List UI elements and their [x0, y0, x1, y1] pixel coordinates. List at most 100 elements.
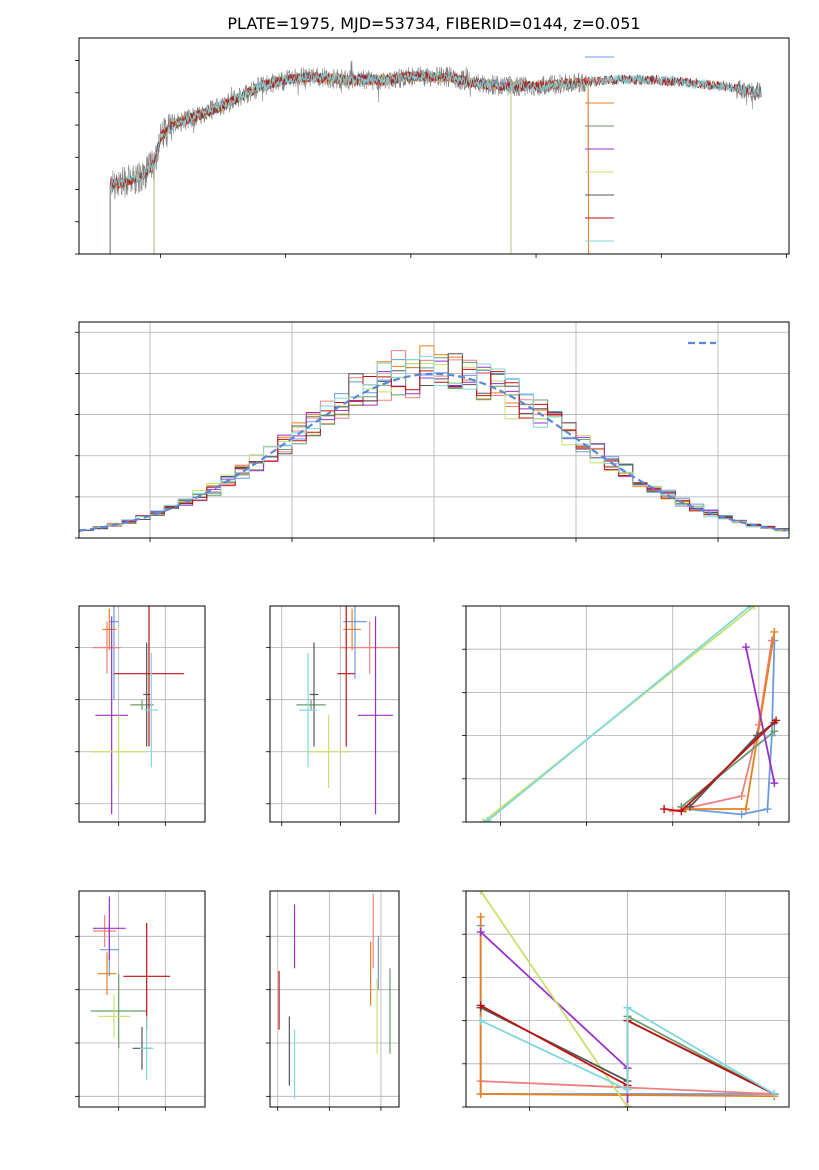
series-kroupa-elodie	[476, 891, 632, 1107]
series-marker	[623, 1103, 632, 1107]
series-marker	[770, 1090, 779, 1099]
errorbar-salpeter-elodie	[357, 616, 394, 815]
series-marker	[483, 816, 492, 822]
series-line	[486, 606, 751, 822]
plot-area	[479, 606, 781, 822]
series-marker	[476, 891, 485, 895]
errorbar-salpeter-miles	[93, 915, 117, 947]
series-marker	[772, 716, 781, 725]
axes-residuals	[75, 321, 790, 542]
axes-age-vs-mass	[266, 605, 400, 826]
axes-frame	[78, 37, 790, 255]
series-line	[745, 646, 776, 784]
errorbar-kroupa-miles	[97, 952, 117, 995]
axes-frame	[269, 890, 400, 1108]
errorbar-salpeter-miles	[93, 621, 121, 674]
errorbar-kroupa-stelib	[299, 652, 317, 768]
axes-frame	[269, 605, 400, 823]
errorbar-kroupa-elodie	[308, 715, 350, 789]
errorbar-salpeter-elodie	[93, 896, 126, 961]
axes-frame	[465, 605, 790, 823]
series-chabrier-miles	[681, 636, 779, 819]
axes-weight-vs-z	[462, 890, 790, 1111]
axes-mass-vs-ebv	[266, 890, 400, 1111]
axes-frame	[78, 321, 790, 539]
series-kroupa-stelib	[483, 606, 755, 822]
plot-area	[79, 345, 789, 532]
errorbar-salpeter-stelib	[114, 606, 184, 747]
series-salpeter-stelib	[660, 716, 781, 816]
errorbar-salpeter-stelib	[337, 606, 356, 747]
series-marker	[750, 606, 759, 610]
errorbar-kroupa-elodie	[97, 995, 131, 1038]
model-spectrum-salpeter-stelib	[109, 70, 762, 254]
series-marker	[476, 1016, 485, 1025]
series-marker	[660, 805, 669, 814]
errorbar-kroupa-elodie	[90, 715, 147, 789]
errorbar-salpeter-miles	[340, 621, 399, 674]
plot-area	[296, 606, 399, 815]
series-line	[680, 730, 775, 808]
series-line	[672, 640, 773, 813]
axes-frame	[78, 605, 206, 823]
series-marker	[770, 779, 779, 788]
model-spectrum-kroupa-elodie	[153, 71, 512, 254]
model-spectrum-chabrier-elodie	[153, 70, 512, 254]
series-marker	[737, 792, 746, 801]
legend	[585, 56, 614, 242]
series-marker	[741, 643, 750, 652]
model-spectrum-salpeter-miles	[109, 70, 590, 254]
normal-distribution-curve	[79, 372, 787, 532]
errorbar-salpeter-stelib	[123, 923, 170, 1030]
plot-area	[90, 896, 170, 1081]
errorbar-kroupa-stelib	[144, 652, 159, 768]
errorbar-chabrier-elodie	[90, 973, 147, 1049]
errorbar-chabrier-elodie	[296, 699, 326, 711]
series-marker	[479, 818, 488, 822]
series-kroupa-miles	[681, 627, 779, 814]
axes-mass-vs-z	[75, 890, 206, 1111]
series-line	[685, 640, 776, 816]
axes-weight-vs-age	[462, 605, 790, 826]
errorbar-kroupa-stelib	[139, 1016, 154, 1081]
series-marker	[476, 928, 485, 937]
errorbar-chabrier-miles	[109, 606, 119, 700]
errorbar-chabrier-stelib	[309, 642, 319, 747]
series-salpeter-elodie	[741, 643, 779, 788]
series-marker	[476, 912, 485, 921]
axes-age-vs-z	[75, 605, 206, 826]
model-spectrum-kroupa-stelib	[109, 70, 762, 254]
series-marker	[476, 1001, 485, 1010]
series-kroupa-stelib	[476, 1003, 779, 1099]
series-line	[480, 1006, 775, 1095]
series-line	[479, 891, 629, 1107]
model-spectrum-chabrier-stelib	[109, 70, 762, 254]
series-marker	[677, 807, 686, 816]
errorbar-salpeter-elodie	[95, 616, 128, 815]
plot-area	[109, 60, 762, 254]
errorbar-chabrier-miles	[343, 606, 367, 679]
series-marker	[623, 1003, 632, 1012]
series-marker	[737, 810, 746, 819]
series-marker	[746, 606, 755, 610]
model-spectrum-chabrier-miles	[109, 70, 590, 254]
axes-frame	[465, 890, 790, 1108]
plot-area	[90, 606, 184, 815]
series-marker	[763, 805, 772, 814]
series-marker	[770, 727, 779, 736]
series-chabrier-elodie	[677, 727, 779, 811]
series-marker	[685, 802, 694, 811]
model-spectrum-salpeter-elodie	[153, 71, 512, 254]
series-marker	[770, 627, 779, 636]
series-marker	[623, 1085, 632, 1094]
figure-title: PLATE=1975, MJD=53734, FIBERID=0144, z=0…	[227, 14, 640, 33]
series-marker	[741, 805, 750, 814]
plot-area	[476, 891, 779, 1107]
plot-area	[278, 893, 391, 1099]
model-spectrum-kroupa-miles	[109, 71, 590, 254]
axes-frame	[78, 890, 206, 1108]
axes-spectrum	[75, 37, 790, 258]
errorbar-chabrier-elodie	[130, 699, 154, 711]
errorbar-kroupa-miles	[102, 608, 117, 651]
